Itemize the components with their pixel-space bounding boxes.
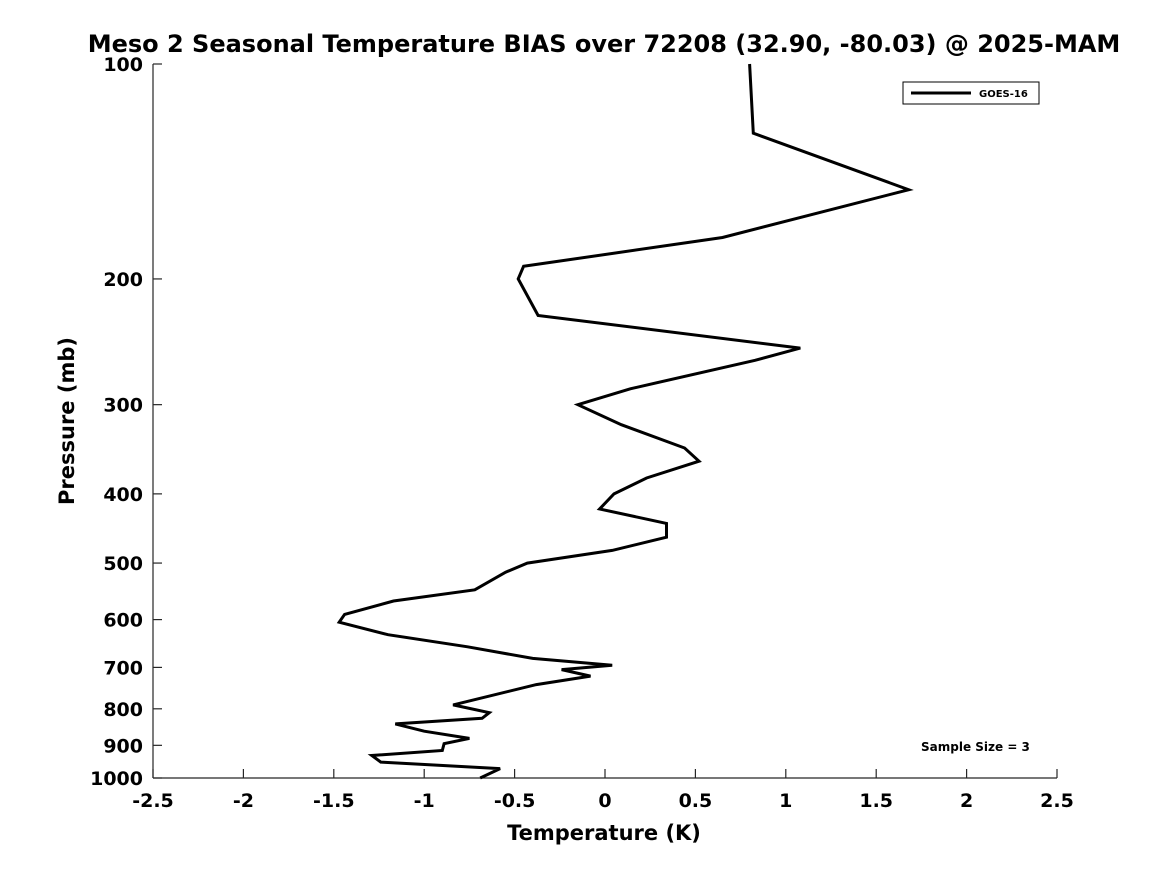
- y-tick-label: 700: [103, 657, 143, 679]
- x-tick-label: 1: [779, 790, 792, 812]
- x-tick-label: 2: [960, 790, 973, 812]
- plot-area: [152, 64, 1057, 779]
- x-tick-label: 1.5: [859, 790, 893, 812]
- y-tick-label: 500: [103, 553, 143, 575]
- x-tick-label: -1.5: [313, 790, 355, 812]
- y-tick-label: 400: [103, 484, 143, 506]
- x-tick-label: 0: [598, 790, 611, 812]
- y-tick-label: 200: [103, 269, 143, 291]
- x-tick-label: -2.5: [132, 790, 174, 812]
- x-axis-label: Temperature (K): [507, 821, 701, 845]
- x-tick-label: -1: [414, 790, 435, 812]
- x-tick-label: 0.5: [679, 790, 713, 812]
- series-line-0: [336, 63, 914, 780]
- y-tick-label: 900: [103, 735, 143, 757]
- chart-title: Meso 2 Seasonal Temperature BIAS over 72…: [88, 30, 1121, 58]
- legend-label: GOES-16: [979, 89, 1028, 100]
- y-tick-label: 800: [103, 699, 143, 721]
- x-ticks: -2.5 -2 -1.5 -1 -0.5 0 0.5 1 1.5 2 2.5: [132, 769, 1074, 812]
- x-tick-label: 2.5: [1040, 790, 1074, 812]
- y-tick-label: 600: [103, 610, 143, 632]
- x-tick-label: -0.5: [494, 790, 536, 812]
- sample-size-note: Sample Size = 3: [921, 740, 1030, 754]
- y-tick-label: 100: [103, 54, 143, 76]
- series-layer: [336, 63, 914, 780]
- y-ticks: 100 200 300 400 500 600 700 800 900 1000: [90, 54, 162, 790]
- y-tick-label: 1000: [90, 768, 143, 790]
- legend: GOES-16: [902, 81, 1040, 105]
- y-axis-label: Pressure (mb): [55, 337, 79, 505]
- y-tick-label: 300: [103, 395, 143, 417]
- x-tick-label: -2: [233, 790, 254, 812]
